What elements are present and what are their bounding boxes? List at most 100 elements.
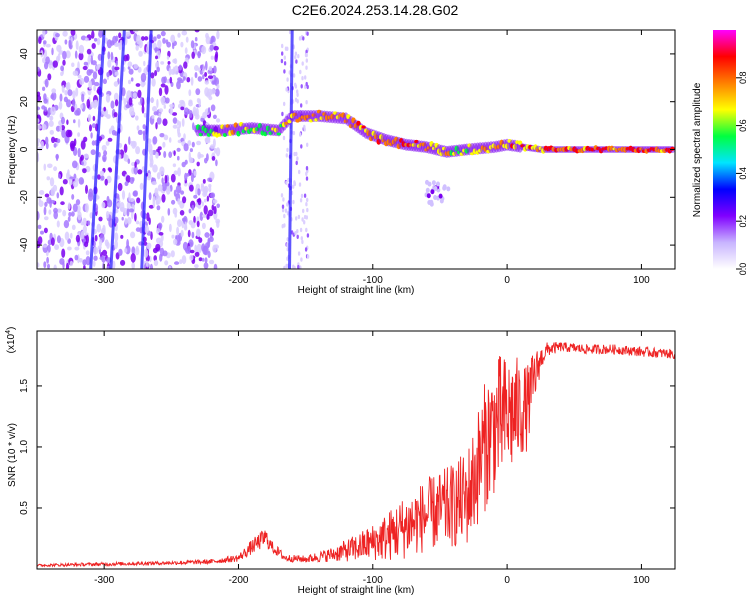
- heatmap-cell: [72, 98, 76, 108]
- heatmap-cell: [70, 232, 73, 239]
- heatmap-cell: [91, 43, 96, 49]
- heatmap-cell: [149, 149, 154, 156]
- heatmap-cell: [194, 244, 198, 253]
- heatmap-cell: [203, 245, 209, 256]
- heatmap-cell: [75, 234, 80, 243]
- heatmap-cell: [204, 157, 208, 164]
- heatmap-cell: [121, 190, 126, 200]
- heatmap-cell: [301, 217, 304, 222]
- heatmap-cell: [75, 87, 79, 97]
- heatmap-cell: [292, 130, 296, 136]
- heatmap-cell: [193, 170, 197, 176]
- heatmap-cell: [183, 61, 188, 69]
- heatmap-cell: [37, 118, 40, 123]
- heatmap-cell: [136, 34, 141, 45]
- colorbar-tick-label: 0.4: [738, 167, 748, 180]
- heatmap-cell: [169, 223, 172, 233]
- heatmap-cell: [193, 215, 196, 224]
- heatmap-cell: [184, 172, 188, 181]
- heatmap-cell: [37, 224, 42, 230]
- heatmap-cell: [148, 204, 154, 209]
- heatmap-cell: [168, 67, 172, 76]
- heatmap-cell: [88, 80, 93, 90]
- heatmap-cell: [433, 195, 438, 200]
- heatmap-cell: [299, 132, 302, 137]
- heatmap-cell: [163, 151, 167, 158]
- x-tick-label: -200: [228, 575, 248, 586]
- heatmap-cell: [172, 163, 177, 168]
- heatmap-cell: [107, 51, 111, 60]
- heatmap-cell: [165, 97, 170, 104]
- heatmap-cell: [286, 237, 289, 242]
- heatmap-cell: [102, 78, 107, 85]
- heatmap-cell: [125, 104, 131, 109]
- heatmap-cell: [78, 177, 85, 185]
- heatmap-cell: [123, 54, 128, 62]
- heatmap-cell: [135, 227, 141, 232]
- page-title: C2E6.2024.253.14.28.G02: [291, 2, 459, 18]
- heatmap-cell: [300, 103, 303, 108]
- heatmap-cell: [44, 201, 48, 207]
- heatmap-cell: [167, 50, 171, 58]
- heatmap-cell: [150, 97, 155, 103]
- heatmap-cell: [305, 49, 308, 54]
- heatmap-cell: [215, 159, 218, 167]
- heatmap-cell: [156, 205, 161, 211]
- heatmap-cell: [157, 184, 163, 192]
- heatmap-cell: [305, 215, 308, 220]
- heatmap-cell: [101, 255, 106, 263]
- heatmap-cell: [175, 185, 182, 194]
- heatmap-cell: [42, 86, 46, 92]
- heatmap-cell: [181, 217, 187, 222]
- heatmap-cell: [184, 247, 188, 252]
- heatmap-cell: [64, 90, 68, 96]
- heatmap-cell: [177, 132, 181, 138]
- heatmap-cell: [61, 128, 66, 138]
- heatmap-cell: [106, 199, 113, 208]
- heatmap-cell: [77, 132, 80, 137]
- heatmap-cell: [216, 220, 220, 228]
- heatmap-cell: [185, 36, 189, 43]
- heatmap-cell: [209, 227, 213, 233]
- colorbar-tick-label: 0.8: [738, 72, 748, 85]
- heatmap-cell: [162, 141, 166, 148]
- x-tick-label: 0: [504, 575, 510, 586]
- heatmap-cell: [62, 179, 68, 185]
- heatmap-cell: [77, 147, 81, 158]
- heatmap-cell: [143, 241, 148, 246]
- heatmap-cell: [300, 236, 303, 241]
- heatmap-cell: [156, 117, 162, 125]
- heatmap-cell: [42, 57, 46, 64]
- heatmap-cell: [52, 60, 58, 68]
- heatmap-cell: [148, 192, 152, 201]
- heatmap-cell: [114, 42, 119, 47]
- x-tick-label: 100: [633, 275, 650, 286]
- colorbar-ticks: 0.0 0.2 0.4 0.6 0.8: [736, 72, 748, 275]
- heatmap-cell: [105, 210, 110, 219]
- heatmap-cell: [49, 115, 54, 121]
- y-tick-label: 40: [19, 48, 30, 60]
- heatmap-cell: [46, 176, 51, 181]
- heatmap-cell: [151, 181, 157, 186]
- heatmap-streak: [89, 30, 106, 269]
- heatmap-cell: [298, 169, 301, 175]
- heatmap-cell: [294, 82, 297, 88]
- heatmap-cell: [194, 37, 198, 42]
- heatmap-cell: [199, 64, 204, 70]
- heatmap-cell: [128, 192, 131, 202]
- heatmap-cell: [184, 47, 188, 54]
- heatmap-cell: [198, 154, 204, 158]
- heatmap-cell: [286, 242, 289, 248]
- heatmap-cell: [296, 234, 299, 239]
- heatmap-cell: [43, 163, 47, 171]
- heatmap-cell: [91, 60, 97, 66]
- heatmap-cell: [99, 239, 103, 247]
- heatmap-cell: [214, 53, 218, 63]
- heatmap-cell: [204, 72, 208, 77]
- heatmap-cell: [208, 66, 213, 71]
- heatmap-cell: [140, 96, 143, 105]
- heatmap-cell: [198, 237, 203, 243]
- heatmap-cell: [74, 50, 78, 59]
- heatmap-cell: [107, 59, 112, 68]
